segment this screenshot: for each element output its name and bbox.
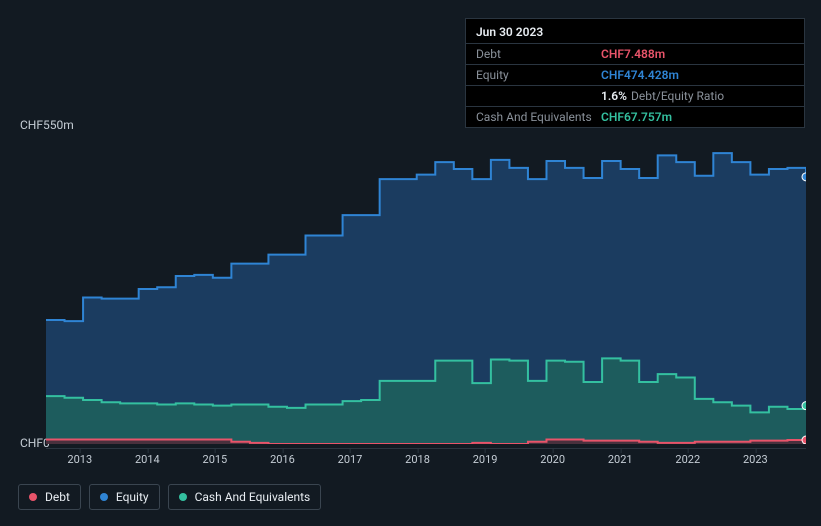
y-axis-max-label: CHF550m xyxy=(20,118,74,132)
tooltip-row: 1.6%Debt/Equity Ratio xyxy=(466,86,804,107)
tooltip-subtext: Debt/Equity Ratio xyxy=(631,89,724,103)
x-axis-tick: 2020 xyxy=(540,453,565,466)
x-axis-tick: 2014 xyxy=(135,453,160,466)
legend-swatch xyxy=(29,493,37,501)
legend-item-debt[interactable]: Debt xyxy=(18,484,81,510)
legend-item-cash-and-equivalents[interactable]: Cash And Equivalents xyxy=(168,484,322,510)
tooltip-label xyxy=(476,89,601,103)
x-axis-tick: 2023 xyxy=(743,453,768,466)
tooltip-date: Jun 30 2023 xyxy=(466,19,804,44)
tooltip-value: 1.6%Debt/Equity Ratio xyxy=(601,89,724,103)
chart-container: Jun 30 2023 DebtCHF7.488mEquityCHF474.42… xyxy=(0,0,821,526)
legend-swatch xyxy=(179,493,187,501)
x-axis-tick: 2017 xyxy=(338,453,363,466)
x-axis-tick: 2015 xyxy=(203,453,228,466)
tooltip-row: EquityCHF474.428m xyxy=(466,65,804,86)
tooltip-panel: Jun 30 2023 DebtCHF7.488mEquityCHF474.42… xyxy=(465,18,805,128)
legend-item-equity[interactable]: Equity xyxy=(89,484,160,510)
tooltip-label: Equity xyxy=(476,68,601,82)
tooltip-row: DebtCHF7.488m xyxy=(466,44,804,65)
x-axis: 2013 2014 2015 2016 2017 2018 2019 2020 2021 2022… xyxy=(46,448,806,464)
debt-marker xyxy=(802,436,806,444)
x-axis-tick: 2018 xyxy=(405,453,430,466)
chart-plot-area[interactable] xyxy=(46,134,806,444)
x-axis-tick: 2022 xyxy=(675,453,700,466)
x-axis-tick: 2021 xyxy=(608,453,633,466)
legend-swatch xyxy=(100,493,108,501)
cash-and-equivalents-marker xyxy=(802,402,806,410)
x-axis-tick: 2013 xyxy=(67,453,92,466)
x-axis-tick: 2019 xyxy=(473,453,498,466)
tooltip-value: CHF7.488m xyxy=(601,47,665,61)
legend-label: Equity xyxy=(116,490,149,504)
chart-wrap: CHF550m CHF0 201320142015201620172018201… xyxy=(18,120,808,480)
legend: Debt Equity Cash And Equivalents xyxy=(18,484,321,510)
legend-label: Debt xyxy=(45,490,70,504)
tooltip-value: CHF474.428m xyxy=(601,68,679,82)
equity-marker xyxy=(802,173,806,181)
legend-label: Cash And Equivalents xyxy=(195,490,311,504)
tooltip-label: Debt xyxy=(476,47,601,61)
x-axis-tick: 2016 xyxy=(270,453,295,466)
